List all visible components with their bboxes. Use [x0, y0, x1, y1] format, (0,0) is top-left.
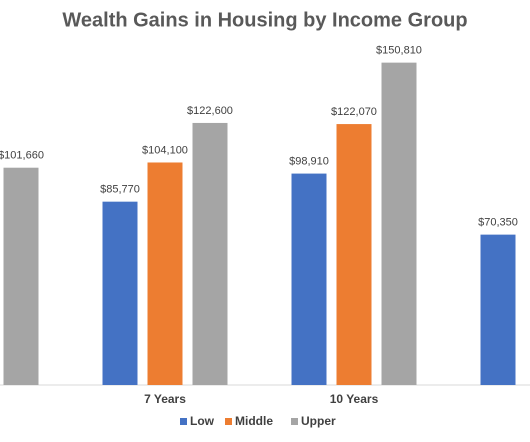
bar [192, 122, 228, 385]
bar [336, 124, 372, 385]
value-label: $101,660 [0, 150, 44, 162]
bar [480, 234, 516, 385]
legend-label: Upper [301, 414, 336, 428]
value-label: $70,350 [478, 217, 518, 229]
value-label: $150,810 [376, 45, 422, 57]
bar [102, 201, 138, 385]
value-label: $122,600 [187, 105, 233, 117]
legend-swatch [225, 418, 232, 425]
bar [291, 173, 327, 385]
bar [3, 167, 39, 385]
bar [381, 62, 417, 386]
value-label: $85,770 [100, 184, 140, 196]
legend-label: Low [190, 414, 215, 428]
chart-title: Wealth Gains in Housing by Income Group [62, 9, 467, 31]
x-tick-label: 7 Years [144, 392, 186, 406]
x-tick-label: 10 Years [330, 392, 379, 406]
legend-swatch [180, 418, 187, 425]
value-label: $104,100 [142, 144, 188, 156]
bar [147, 162, 183, 385]
value-label: $98,910 [289, 155, 329, 167]
legend-label: Middle [235, 414, 273, 428]
value-label: $122,070 [331, 106, 377, 118]
legend-swatch [291, 418, 298, 425]
